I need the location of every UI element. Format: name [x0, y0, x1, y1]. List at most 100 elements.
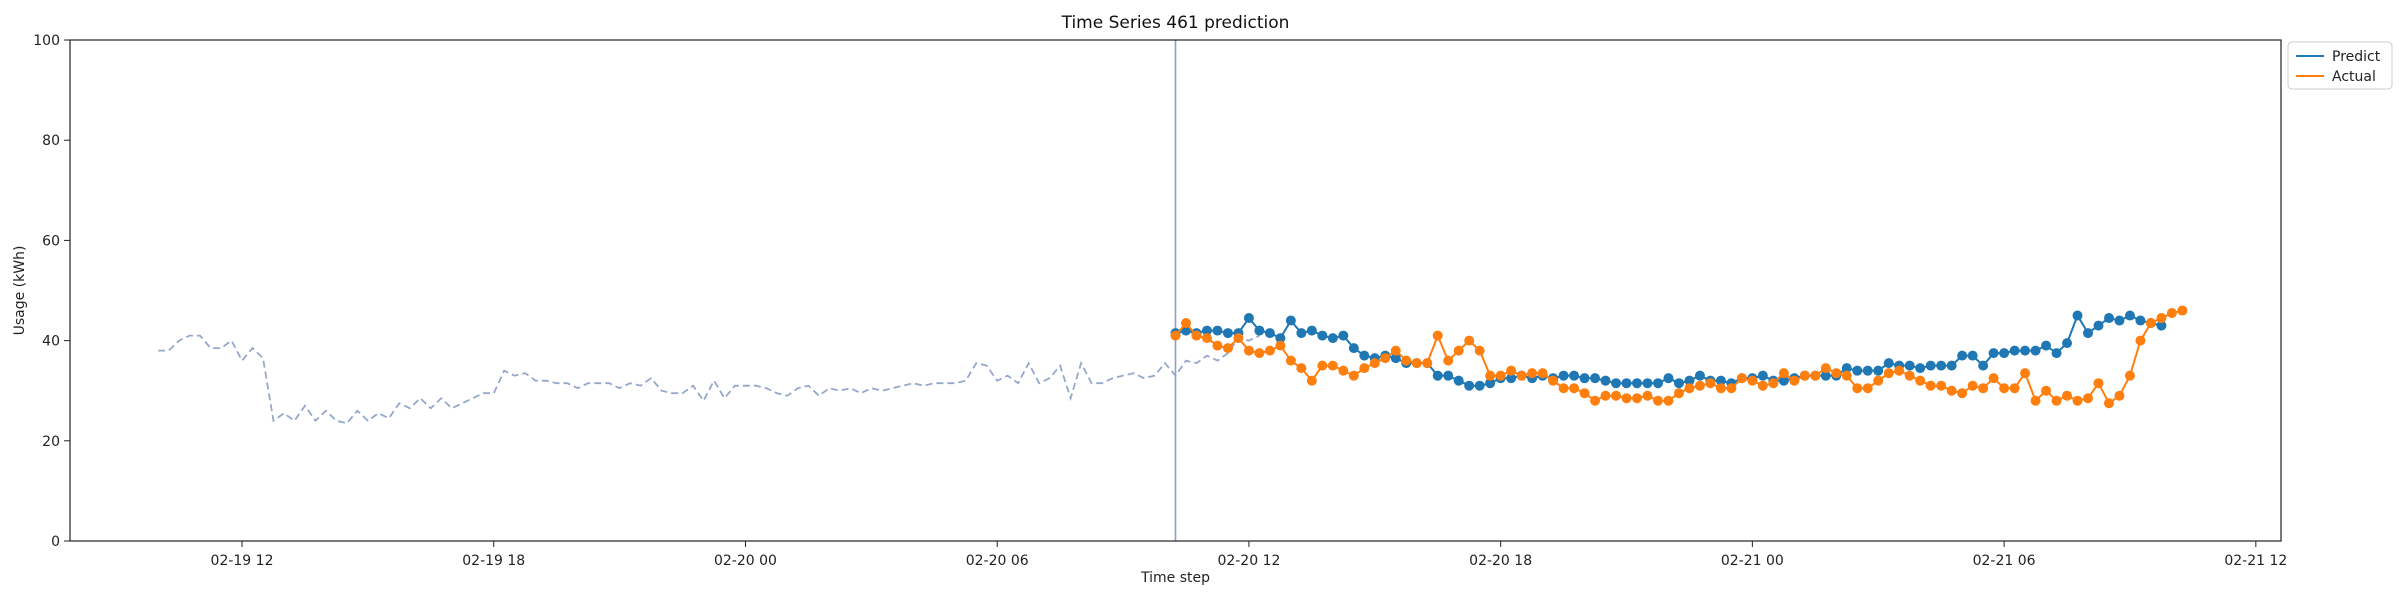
predict-point — [1978, 360, 1989, 371]
actual-point — [1925, 380, 1936, 391]
actual-point — [1621, 393, 1632, 404]
predict-point — [2072, 310, 2083, 321]
predict-point — [1967, 350, 1978, 361]
predict-point — [1558, 370, 1569, 381]
actual-point — [1254, 348, 1265, 359]
predict-point — [1243, 313, 1254, 324]
actual-point — [1726, 383, 1737, 394]
actual-point — [1632, 393, 1642, 404]
actual-point — [1275, 340, 1286, 351]
predict-point — [1852, 365, 1863, 376]
actual-point — [1883, 368, 1894, 379]
actual-point — [1222, 343, 1233, 354]
predict-point — [1506, 373, 1517, 384]
actual-point — [1768, 378, 1779, 389]
actual-point — [2145, 318, 2156, 329]
predict-point — [1757, 370, 1768, 381]
predict-point — [1915, 363, 1926, 374]
chart-title: Time Series 461 prediction — [1061, 13, 1290, 33]
predict-point — [1285, 315, 1296, 326]
predict-point — [1957, 350, 1968, 361]
predict-point — [2124, 310, 2135, 321]
predict-point — [1873, 365, 1884, 376]
legend-box — [2287, 41, 2393, 90]
x-tick-label: 02-19 18 — [462, 553, 525, 569]
actual-point — [1443, 355, 1454, 366]
predict-point — [1841, 363, 1852, 374]
actual-point — [1569, 383, 1580, 394]
actual-point — [1673, 388, 1684, 399]
actual-point — [1558, 383, 1569, 394]
actual-point — [1359, 363, 1370, 374]
actual-point — [1317, 360, 1328, 371]
actual-point — [1967, 380, 1978, 391]
actual-point — [2177, 305, 2188, 316]
predict-point — [1569, 370, 1580, 381]
predict-point — [1254, 325, 1265, 336]
x-axis-label: Time step — [1140, 570, 1210, 586]
actual-point — [2135, 335, 2146, 346]
predict-point — [1621, 378, 1632, 389]
actual-series — [1170, 305, 2188, 409]
actual-point — [1390, 345, 1401, 356]
actual-point — [1422, 358, 1433, 369]
actual-point — [1684, 383, 1695, 394]
predict-point — [1611, 378, 1622, 389]
predict-point — [1642, 378, 1653, 389]
actual-point — [1338, 365, 1349, 376]
actual-point — [1747, 375, 1758, 386]
plot-area: 0 20 40 60 80 100 02-19 12 02-19 18 02-20 00 02-2… — [33, 33, 2287, 569]
predict-point — [1359, 350, 1370, 361]
x-tick-label: 02-19 12 — [211, 553, 274, 569]
actual-point — [1999, 383, 2010, 394]
actual-point — [2051, 395, 2062, 406]
actual-point — [1705, 378, 1716, 389]
x-tick-label: 02-21 00 — [1721, 553, 1784, 569]
legend-label-actual: Actual — [2332, 69, 2376, 85]
predict-point — [2083, 328, 2094, 339]
plot-frame — [69, 39, 2282, 542]
x-tick-label: 02-20 18 — [1469, 553, 1532, 569]
actual-point — [1485, 370, 1496, 381]
predict-point — [1862, 365, 1873, 376]
predict-point — [1348, 343, 1359, 354]
predict-point — [1673, 378, 1684, 389]
predict-point — [1946, 360, 1957, 371]
actual-point — [1264, 345, 1275, 356]
legend: Predict Actual — [2287, 41, 2393, 90]
predict-point — [1306, 325, 1317, 336]
x-tick-label: 02-21 12 — [2224, 553, 2287, 569]
predict-point — [1988, 348, 1999, 359]
predict-point — [1904, 360, 1915, 371]
actual-point — [1831, 368, 1842, 379]
actual-point — [2009, 383, 2020, 394]
x-tick-label: 02-20 06 — [966, 553, 1029, 569]
actual-point — [1915, 375, 1926, 386]
actual-point — [1243, 345, 1254, 356]
actual-point — [2083, 393, 2094, 404]
actual-point — [1715, 383, 1726, 394]
actual-point — [1894, 365, 1905, 376]
actual-point — [1978, 383, 1989, 394]
predict-point — [1464, 380, 1475, 391]
predict-point — [1590, 373, 1601, 384]
actual-point — [2093, 378, 2104, 389]
predict-point — [1432, 370, 1443, 381]
actual-point — [2166, 308, 2177, 319]
predict-series — [1170, 310, 2167, 391]
predict-point — [2135, 315, 2146, 326]
actual-point — [1810, 370, 1821, 381]
actual-point — [1306, 375, 1317, 386]
actual-point — [1201, 333, 1212, 344]
actual-point — [1453, 345, 1464, 356]
y-tick-label: 80 — [42, 133, 60, 149]
predict-point — [1296, 328, 1307, 339]
actual-point — [1799, 370, 1810, 381]
actual-point — [1904, 370, 1915, 381]
actual-point — [1506, 365, 1517, 376]
actual-point — [1369, 358, 1380, 369]
predict-point — [1579, 373, 1590, 384]
history-line — [158, 334, 1260, 425]
predict-point — [1684, 375, 1695, 386]
